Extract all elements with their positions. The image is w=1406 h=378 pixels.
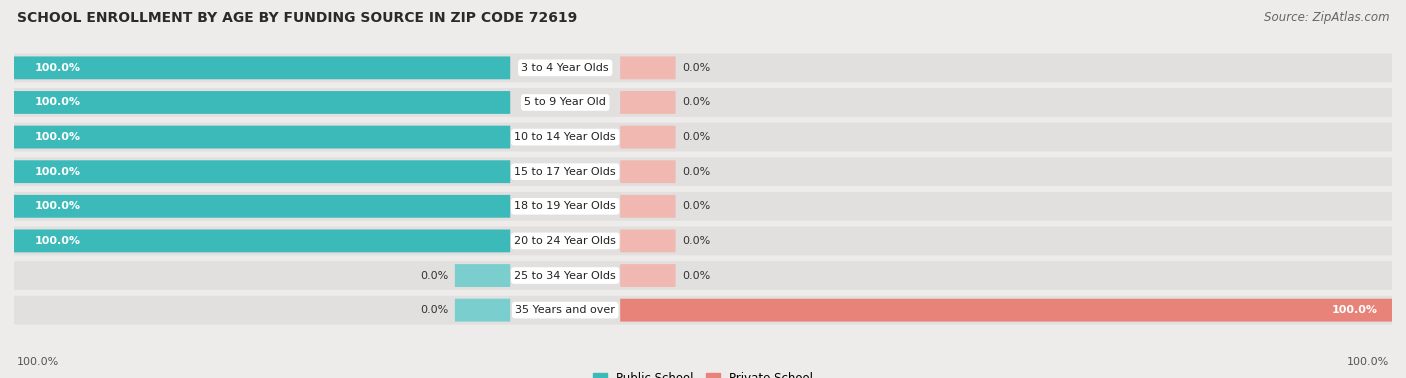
FancyBboxPatch shape (14, 192, 1392, 221)
Text: 0.0%: 0.0% (682, 63, 710, 73)
Legend: Public School, Private School: Public School, Private School (588, 367, 818, 378)
FancyBboxPatch shape (14, 123, 1392, 152)
Text: 100.0%: 100.0% (35, 201, 80, 211)
FancyBboxPatch shape (14, 125, 510, 149)
FancyBboxPatch shape (620, 91, 675, 114)
FancyBboxPatch shape (14, 296, 1392, 324)
Text: 100.0%: 100.0% (35, 167, 80, 177)
FancyBboxPatch shape (14, 88, 1392, 117)
Text: 0.0%: 0.0% (420, 305, 449, 315)
FancyBboxPatch shape (14, 229, 510, 253)
FancyBboxPatch shape (14, 261, 1392, 290)
Text: 0.0%: 0.0% (682, 132, 710, 142)
Text: 0.0%: 0.0% (682, 236, 710, 246)
FancyBboxPatch shape (14, 91, 510, 114)
FancyBboxPatch shape (14, 54, 1392, 82)
Text: 10 to 14 Year Olds: 10 to 14 Year Olds (515, 132, 616, 142)
Text: 3 to 4 Year Olds: 3 to 4 Year Olds (522, 63, 609, 73)
FancyBboxPatch shape (620, 195, 675, 218)
FancyBboxPatch shape (620, 299, 1392, 322)
Text: 0.0%: 0.0% (420, 271, 449, 280)
FancyBboxPatch shape (14, 157, 1392, 186)
Text: 15 to 17 Year Olds: 15 to 17 Year Olds (515, 167, 616, 177)
FancyBboxPatch shape (14, 160, 510, 183)
Text: 100.0%: 100.0% (35, 236, 80, 246)
Text: 100.0%: 100.0% (1347, 357, 1389, 367)
Text: 0.0%: 0.0% (682, 271, 710, 280)
FancyBboxPatch shape (620, 160, 675, 183)
FancyBboxPatch shape (14, 226, 1392, 255)
Text: 100.0%: 100.0% (35, 98, 80, 107)
Text: 0.0%: 0.0% (682, 201, 710, 211)
Text: 35 Years and over: 35 Years and over (515, 305, 616, 315)
Text: 0.0%: 0.0% (682, 98, 710, 107)
FancyBboxPatch shape (456, 299, 510, 322)
FancyBboxPatch shape (14, 56, 510, 79)
Text: 25 to 34 Year Olds: 25 to 34 Year Olds (515, 271, 616, 280)
FancyBboxPatch shape (620, 125, 675, 149)
Text: 0.0%: 0.0% (682, 167, 710, 177)
Text: SCHOOL ENROLLMENT BY AGE BY FUNDING SOURCE IN ZIP CODE 72619: SCHOOL ENROLLMENT BY AGE BY FUNDING SOUR… (17, 11, 576, 25)
Text: 100.0%: 100.0% (35, 132, 80, 142)
Text: Source: ZipAtlas.com: Source: ZipAtlas.com (1264, 11, 1389, 24)
Text: 100.0%: 100.0% (1331, 305, 1378, 315)
Text: 100.0%: 100.0% (35, 63, 80, 73)
FancyBboxPatch shape (456, 264, 510, 287)
Text: 5 to 9 Year Old: 5 to 9 Year Old (524, 98, 606, 107)
Text: 20 to 24 Year Olds: 20 to 24 Year Olds (515, 236, 616, 246)
FancyBboxPatch shape (620, 229, 675, 253)
FancyBboxPatch shape (14, 195, 510, 218)
Text: 100.0%: 100.0% (17, 357, 59, 367)
FancyBboxPatch shape (620, 264, 675, 287)
Text: 18 to 19 Year Olds: 18 to 19 Year Olds (515, 201, 616, 211)
FancyBboxPatch shape (620, 56, 675, 79)
